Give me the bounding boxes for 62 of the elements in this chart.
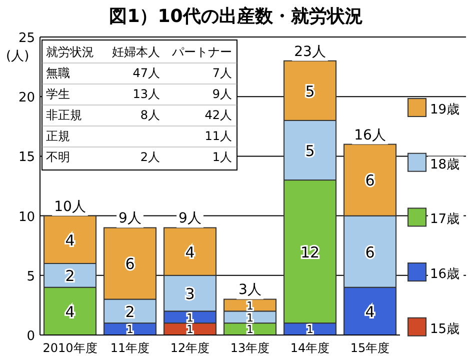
annotation: 2人 xyxy=(140,150,160,164)
data-label: 1 xyxy=(246,311,254,324)
annotation: 正規 xyxy=(46,129,70,143)
data-label: 12 xyxy=(300,243,320,262)
annotation: 無職 xyxy=(46,66,70,80)
data-label: 1 xyxy=(126,323,134,336)
data-label: 3 xyxy=(185,284,195,303)
y-tick-label: 10 xyxy=(18,210,35,225)
data-label: 1 xyxy=(246,323,254,336)
annotation: 47人 xyxy=(132,66,160,80)
data-label: 6 xyxy=(365,243,375,262)
data-label: 5 xyxy=(305,142,315,160)
y-tick-label: 25 xyxy=(18,31,35,46)
data-label: 4 xyxy=(65,231,75,250)
legend-label: 19歳 xyxy=(430,102,460,118)
x-tick-label: 11年度 xyxy=(110,341,150,355)
y-tick-label: 0 xyxy=(26,329,35,344)
annotation: 1人 xyxy=(212,150,232,164)
annotation: 7人 xyxy=(212,66,232,80)
annotation: 11人 xyxy=(204,129,232,143)
annotation: 9人 xyxy=(212,87,232,101)
data-label: 4 xyxy=(65,302,75,321)
x-tick-label: 13年度 xyxy=(230,341,270,355)
data-label: 5 xyxy=(305,82,315,100)
data-label: 4 xyxy=(185,243,195,262)
x-tick-label: 14年度 xyxy=(290,341,330,355)
legend-label: 16歳 xyxy=(430,267,460,282)
total-label: 16人 xyxy=(354,127,386,144)
y-axis-title: (人) xyxy=(6,49,30,64)
annotation: 42人 xyxy=(204,108,232,122)
data-label: 1 xyxy=(306,323,314,336)
annotation: 学生 xyxy=(46,87,70,101)
total-label: 9人 xyxy=(178,210,202,227)
total-label: 3人 xyxy=(238,282,262,298)
annotation: パートナー xyxy=(171,45,232,59)
data-label: 6 xyxy=(365,172,375,190)
y-tick-label: 20 xyxy=(18,90,35,106)
x-tick-label: 2010年度 xyxy=(42,341,98,355)
annotation: 妊婦本人 xyxy=(112,45,160,59)
y-tick-label: 5 xyxy=(26,269,35,284)
total-label: 10人 xyxy=(54,198,86,215)
data-label: 6 xyxy=(125,255,135,274)
legend-label: 15歳 xyxy=(430,322,460,337)
total-label: 9人 xyxy=(118,210,142,227)
total-label: 23人 xyxy=(294,44,326,60)
chart-title: 図1）10代の出産数・就労状況 xyxy=(109,6,363,27)
data-label: 1 xyxy=(186,323,194,336)
annotation: 非正規 xyxy=(46,108,82,122)
annotation: 8人 xyxy=(140,108,160,122)
data-label: 4 xyxy=(365,302,375,321)
data-label: 1 xyxy=(246,299,254,312)
data-label: 2 xyxy=(125,302,135,321)
annotation: 不明 xyxy=(46,150,70,164)
legend-label: 18歳 xyxy=(430,157,460,172)
annotation: 就労状況 xyxy=(46,45,94,59)
data-label: 2 xyxy=(65,267,75,286)
legend-label: 17歳 xyxy=(430,212,460,228)
x-tick-label: 12年度 xyxy=(170,341,210,355)
data-label: 1 xyxy=(186,311,194,324)
annotation: 13人 xyxy=(132,87,160,101)
y-tick-label: 15 xyxy=(18,150,35,166)
x-tick-label: 15年度 xyxy=(350,341,390,355)
